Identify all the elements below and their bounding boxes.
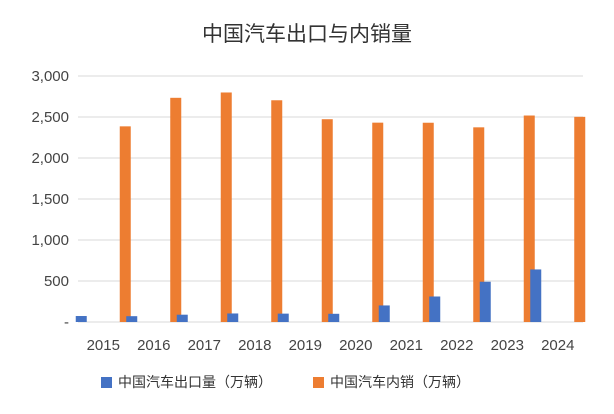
x-tick-label: 2021 — [390, 337, 423, 354]
bar-exports-2022 — [429, 296, 441, 322]
bar-exports-2015 — [75, 316, 87, 322]
chart-title: 中国汽车出口与内销量 — [202, 22, 412, 46]
y-tick-label: 3,000 — [31, 68, 69, 85]
x-tick-label: 2024 — [541, 337, 574, 354]
x-tick-label: 2019 — [289, 337, 322, 354]
x-tick-label: 2022 — [440, 337, 473, 354]
y-tick-label: - — [64, 314, 69, 331]
legend: 中国汽车出口量（万辆） 中国汽车内销（万辆） — [0, 372, 614, 396]
bar-domestic-2017 — [220, 92, 232, 323]
legend-swatch-domestic — [313, 376, 324, 388]
legend-label-exports: 中国汽车出口量（万辆） — [118, 375, 272, 391]
bar-domestic-2023 — [523, 115, 535, 322]
legend-swatch-exports — [101, 376, 112, 388]
legend-label-domestic: 中国汽车内销（万辆） — [330, 375, 470, 391]
bar-exports-2021 — [378, 305, 390, 322]
bar-exports-2016 — [126, 316, 138, 322]
bar-domestic-2020 — [372, 122, 384, 323]
legend-item-exports: 中国汽车出口量（万辆） — [101, 372, 272, 392]
bar-exports-2024 — [530, 269, 542, 322]
y-tick-label: 1,000 — [31, 232, 69, 249]
x-tick-label: 2023 — [491, 337, 524, 354]
x-tick-label: 2016 — [137, 337, 170, 354]
legend-item-domestic: 中国汽车内销（万辆） — [313, 372, 470, 392]
y-tick-label: 500 — [44, 273, 69, 290]
x-tick-label: 2015 — [87, 337, 120, 354]
bar-domestic-2018 — [271, 100, 283, 322]
plot-area: - 500 1,000 1,500 2,000 2,500 3,000 2015 2016 201… — [31, 68, 586, 354]
bar-exports-2019 — [277, 313, 289, 322]
y-tick-label: 1,500 — [31, 191, 69, 208]
bar-exports-2018 — [227, 313, 239, 322]
bar-domestic-2022 — [473, 127, 485, 322]
y-tick-label: 2,000 — [31, 150, 69, 167]
bar-exports-2020 — [328, 313, 340, 322]
x-tick-label: 2018 — [238, 337, 271, 354]
bar-domestic-2015 — [119, 126, 131, 323]
bar-exports-2023 — [479, 281, 491, 322]
bar-domestic-2019 — [321, 119, 333, 323]
x-tick-label: 2017 — [188, 337, 221, 354]
bar-domestic-2016 — [170, 97, 182, 322]
y-tick-label: 2,500 — [31, 109, 69, 126]
x-tick-label: 2020 — [339, 337, 372, 354]
bar-exports-2017 — [176, 314, 188, 322]
bar-domestic-2021 — [422, 122, 434, 323]
bar-domestic-2024 — [574, 116, 586, 322]
